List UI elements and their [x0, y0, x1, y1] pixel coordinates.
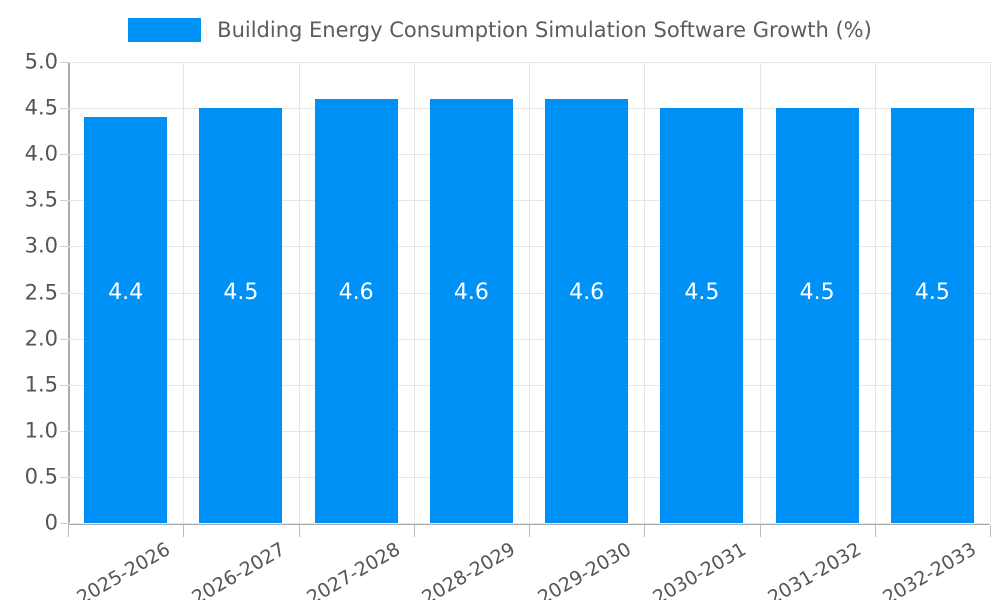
y-axis-tick-label: 2.5 [24, 280, 58, 304]
y-axis-tick-mark [60, 523, 68, 524]
chart-legend: Building Energy Consumption Simulation S… [0, 10, 1000, 50]
gridline-vertical [990, 62, 991, 523]
x-axis-tick-label: 2032-2033 [879, 538, 981, 600]
x-axis-tick-mark [990, 525, 991, 537]
legend-color-swatch[interactable] [128, 18, 202, 42]
y-axis-tick-mark [60, 476, 68, 478]
x-axis-tick-label: 2025-2026 [72, 538, 174, 600]
x-axis-tick-label: 2028-2029 [418, 538, 520, 600]
y-axis-tick-label: 4.5 [24, 95, 58, 120]
y-axis-tick-label: 3.5 [24, 187, 58, 212]
gridline-horizontal [68, 523, 990, 524]
x-axis-tick-label: 2027-2028 [303, 538, 405, 600]
x-axis-tick-label: 2031-2032 [764, 538, 866, 600]
bar[interactable]: 4.5 [890, 108, 974, 523]
bar-value-label: 4.6 [569, 279, 605, 305]
bar-value-label: 4.5 [914, 279, 950, 305]
y-axis-tick-label: 1.5 [24, 372, 58, 397]
x-axis-tick-mark [875, 525, 876, 537]
y-axis-tick-label: 1.0 [24, 418, 58, 443]
y-axis-tick-mark [60, 384, 68, 386]
x-axis-tick-mark [529, 525, 530, 537]
bar[interactable]: 4.6 [314, 98, 398, 523]
bar-value-label: 4.6 [338, 279, 374, 305]
gridline-vertical [414, 62, 415, 523]
bar-value-label: 4.5 [223, 279, 259, 305]
x-axis-tick-mark [68, 525, 69, 537]
y-axis-tick-label: 2.0 [24, 326, 58, 351]
x-axis-tick-mark [644, 525, 645, 537]
y-axis-tick-label: 0 [44, 510, 58, 535]
bar[interactable]: 4.4 [84, 117, 168, 523]
y-axis-tick-label: 3.0 [24, 233, 58, 258]
y-axis-tick-mark [60, 430, 68, 432]
bar[interactable]: 4.5 [660, 108, 744, 523]
y-axis-labels: 0 0.5 1.0 1.5 2.0 2.5 3.0 3.5 4.0 4.5 5.0 [0, 0, 58, 600]
gridline-vertical [875, 62, 876, 523]
bar-value-label: 4.5 [799, 279, 835, 305]
x-axis-line [68, 523, 990, 525]
y-axis-tick-mark [60, 246, 68, 248]
gridline-vertical [299, 62, 300, 523]
gridline-vertical [644, 62, 645, 523]
bar[interactable]: 4.5 [775, 108, 859, 523]
gridline-vertical [183, 62, 184, 523]
x-axis-tick-label: 2029-2030 [533, 538, 635, 600]
bar[interactable]: 4.5 [199, 108, 283, 523]
x-axis-tick-mark [414, 525, 415, 537]
bar-value-label: 4.4 [108, 279, 144, 305]
y-axis-tick-mark [60, 338, 68, 340]
y-axis-tick-mark [60, 62, 68, 63]
bar[interactable]: 4.6 [545, 98, 629, 523]
legend-label: Building Energy Consumption Simulation S… [217, 17, 872, 42]
gridline-vertical [760, 62, 761, 523]
y-axis-tick-mark [60, 154, 68, 156]
x-axis-tick-mark [183, 525, 184, 537]
y-axis-tick-label: 5.0 [24, 49, 58, 74]
y-axis-tick-mark [60, 292, 68, 294]
x-axis-tick-mark [760, 525, 761, 537]
x-axis-tick-label: 2026-2027 [188, 538, 289, 600]
y-axis-tick-label: 0.5 [24, 464, 58, 489]
bar-value-label: 4.6 [453, 279, 489, 305]
gridline-vertical [529, 62, 530, 523]
bar[interactable]: 4.6 [429, 98, 513, 523]
bar-value-label: 4.5 [684, 279, 720, 305]
y-axis-line [68, 62, 70, 525]
x-axis-tick-mark [299, 525, 300, 537]
y-axis-tick-label: 4.0 [24, 141, 58, 166]
plot-area: 4.4 4.5 4.6 4.6 4.6 4.5 4.5 4.5 [68, 62, 991, 524]
y-axis-tick-mark [60, 200, 68, 202]
y-axis-tick-mark [60, 108, 68, 110]
x-axis-tick-label: 2030-2031 [649, 538, 750, 600]
